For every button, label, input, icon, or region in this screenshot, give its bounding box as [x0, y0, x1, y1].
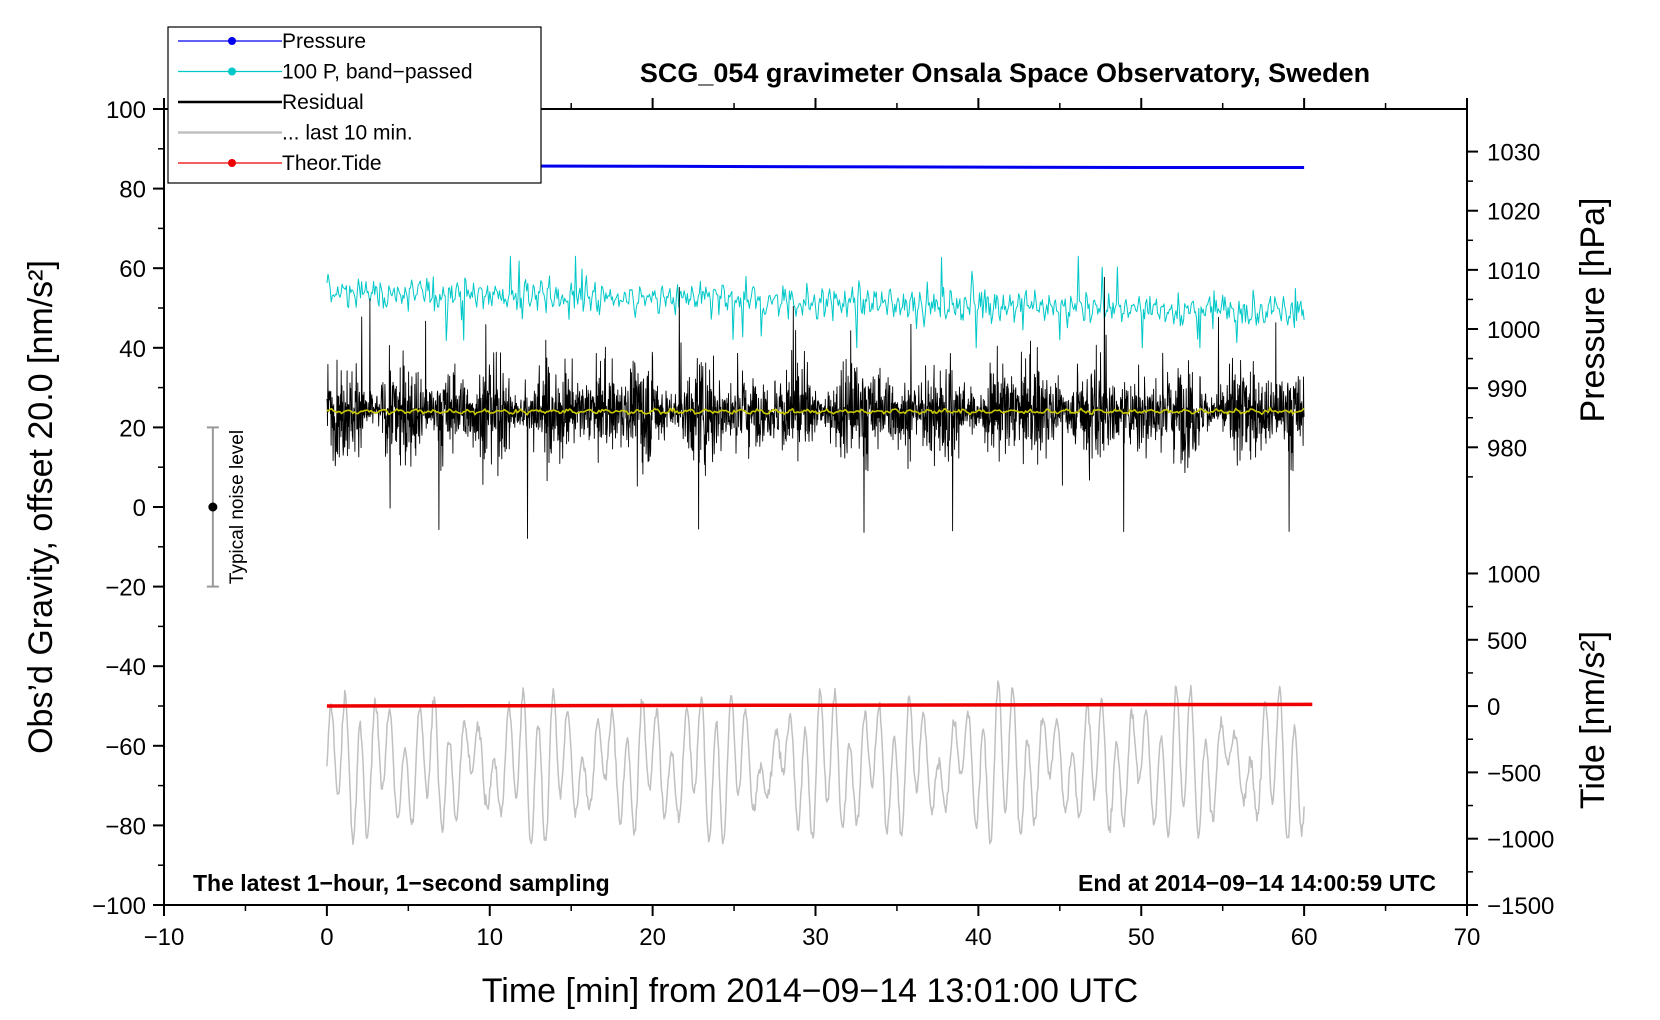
x-tick-label: 40	[965, 924, 992, 951]
legend-label: Theor.Tide	[282, 152, 382, 175]
legend-label: 100 P, band−passed	[282, 61, 473, 84]
noise-level-indicator: Typical noise level	[206, 426, 248, 588]
tide-tick-label: −500	[1487, 760, 1541, 787]
y-tick-label: −20	[105, 575, 146, 602]
y-axis-left-title: Obs’d Gravity, offset 20.0 [nm/s²]	[22, 260, 60, 754]
x-tick-label: 70	[1454, 924, 1481, 951]
y-tick-label: 20	[119, 415, 146, 442]
series-theoretical-tide	[326, 702, 1313, 708]
x-axis-title: Time [min] from 2014−09−14 13:01:00 UTC	[482, 972, 1138, 1010]
x-tick-label: 20	[639, 924, 666, 951]
tide-tick-label: 500	[1487, 628, 1527, 655]
legend-item: ... last 10 min.	[178, 122, 413, 145]
pressure-tick-label: 980	[1487, 435, 1527, 462]
y-axis-tide-title: Tide [nm/s²]	[1574, 631, 1612, 809]
legend-label: ... last 10 min.	[282, 122, 413, 145]
legend-box	[167, 26, 542, 184]
x-tick-label: 30	[802, 924, 829, 951]
y-tick-label: 100	[106, 97, 146, 124]
series-last-10-min	[326, 680, 1305, 845]
y-tick-label: 40	[119, 336, 146, 363]
tide-tick-label: 1000	[1487, 561, 1540, 588]
x-tick-label: 50	[1128, 924, 1155, 951]
y-tick-label: −100	[92, 893, 146, 920]
annotation-sampling: The latest 1−hour, 1−second sampling	[193, 870, 610, 896]
pressure-tick-label: 990	[1487, 376, 1527, 403]
noise-level-dot	[208, 502, 218, 512]
legend-item: Residual	[178, 91, 364, 114]
x-tick-label: 10	[476, 924, 503, 951]
series-residual	[326, 276, 1305, 539]
y-tick-label: 0	[133, 495, 146, 522]
y-tick-label: 80	[119, 177, 146, 204]
pressure-tick-label: 1030	[1487, 140, 1540, 167]
annotation-end-time: End at 2014−09−14 14:00:59 UTC	[1078, 870, 1436, 896]
series-layer	[326, 164, 1313, 845]
y-tick-label: −40	[105, 654, 146, 681]
y-tick-label: −80	[105, 813, 146, 840]
noise-level-label: Typical noise level	[227, 430, 248, 584]
tide-tick-label: −1500	[1487, 893, 1554, 920]
legend-item: Pressure	[178, 30, 366, 53]
series-pressure-bandpassed	[326, 255, 1305, 349]
x-axis: −10 0 10 20 30 40 50 60 70	[144, 98, 1481, 951]
pressure-tick-label: 1020	[1487, 199, 1540, 226]
tide-tick-label: 0	[1487, 694, 1500, 721]
series-residual-smoothed	[326, 406, 1305, 416]
y-axis-left: 100 80 60 40 20 0 −20 −40 −60 −80 −100	[92, 97, 164, 920]
pressure-tick-label: 1000	[1487, 317, 1540, 344]
legend-label: Pressure	[282, 30, 366, 53]
legend: Pressure 100 P, band−passed Residual ... la…	[167, 26, 542, 184]
x-tick-label: 0	[320, 924, 333, 951]
y-axis-pressure-title: Pressure [hPa]	[1574, 198, 1612, 423]
x-tick-label: 60	[1291, 924, 1318, 951]
y-axis-tide: 1000 500 0 −500 −1000 −1500	[1467, 561, 1554, 920]
pressure-tick-label: 1010	[1487, 258, 1540, 285]
legend-item: Theor.Tide	[178, 152, 382, 175]
chart-title: SCG_054 gravimeter Onsala Space Observat…	[640, 58, 1370, 88]
legend-marker	[228, 67, 236, 76]
tide-tick-label: −1000	[1487, 827, 1554, 854]
y-axis-pressure: 1030 1020 1010 1000 990 980	[1466, 127, 1540, 478]
y-tick-label: 60	[119, 256, 146, 283]
x-tick-label: −10	[144, 924, 185, 951]
legend-marker	[228, 159, 236, 167]
legend-marker	[228, 37, 236, 45]
legend-label: Residual	[282, 91, 364, 114]
legend-item: 100 P, band−passed	[178, 61, 473, 84]
y-tick-label: −60	[105, 734, 146, 761]
